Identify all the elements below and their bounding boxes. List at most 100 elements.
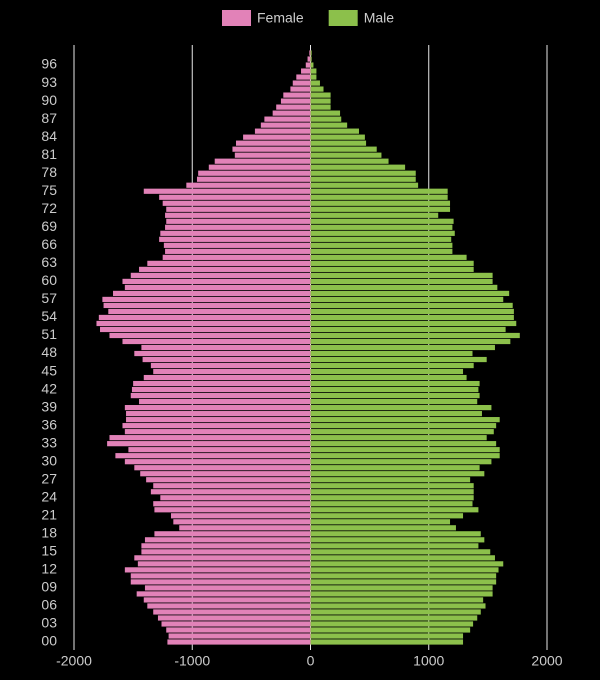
y-tick-label: 57 bbox=[41, 290, 57, 306]
bar bbox=[310, 471, 485, 477]
bar bbox=[198, 170, 311, 176]
bar bbox=[310, 423, 497, 429]
bar bbox=[163, 242, 311, 248]
bar bbox=[310, 314, 514, 321]
bar bbox=[310, 417, 500, 423]
bar bbox=[153, 368, 311, 375]
y-tick-label: 45 bbox=[41, 362, 57, 378]
bar bbox=[126, 411, 311, 417]
bar bbox=[310, 579, 497, 585]
bar bbox=[310, 230, 455, 236]
bar bbox=[310, 164, 406, 170]
bar bbox=[150, 489, 311, 495]
bar bbox=[310, 615, 478, 621]
bar bbox=[166, 627, 311, 633]
bar bbox=[310, 140, 367, 146]
y-tick-label: 60 bbox=[41, 272, 57, 288]
bar bbox=[310, 350, 473, 357]
bar bbox=[310, 453, 500, 459]
bar bbox=[310, 212, 439, 218]
bar bbox=[310, 206, 451, 212]
bar bbox=[310, 477, 471, 483]
bar bbox=[170, 513, 311, 519]
bar bbox=[310, 501, 473, 507]
bar bbox=[141, 543, 311, 549]
bar bbox=[173, 519, 311, 525]
bar bbox=[147, 603, 311, 609]
bar bbox=[142, 356, 311, 363]
y-tick-label: 84 bbox=[41, 128, 57, 144]
bar bbox=[186, 182, 311, 188]
bar bbox=[310, 537, 485, 543]
bar bbox=[310, 128, 359, 134]
bar bbox=[310, 326, 506, 333]
bar bbox=[115, 453, 311, 459]
bar bbox=[144, 585, 311, 591]
x-tick-label: 0 bbox=[307, 653, 315, 669]
bar bbox=[107, 441, 311, 447]
bar bbox=[310, 374, 467, 381]
bar bbox=[310, 260, 474, 266]
bar bbox=[310, 80, 320, 86]
bar bbox=[130, 573, 311, 579]
bar bbox=[102, 296, 311, 303]
bar bbox=[166, 206, 311, 212]
bar bbox=[310, 392, 480, 399]
bar bbox=[161, 621, 311, 627]
bar bbox=[196, 176, 311, 182]
bar bbox=[150, 362, 311, 369]
bar bbox=[310, 272, 493, 278]
bar bbox=[310, 134, 365, 140]
bar bbox=[143, 188, 311, 194]
bar bbox=[165, 224, 311, 230]
bar bbox=[134, 555, 311, 561]
bar bbox=[283, 92, 311, 98]
bar bbox=[292, 80, 311, 86]
bar bbox=[208, 164, 311, 170]
bar bbox=[124, 405, 311, 411]
bar bbox=[310, 380, 480, 387]
bar bbox=[310, 242, 453, 248]
bar bbox=[260, 122, 311, 128]
bar bbox=[310, 278, 493, 284]
x-tick-label: -2000 bbox=[56, 653, 92, 669]
y-tick-label: 09 bbox=[41, 579, 57, 595]
bar bbox=[109, 435, 311, 441]
bar bbox=[133, 380, 311, 387]
bar bbox=[310, 465, 480, 471]
bar bbox=[310, 236, 452, 242]
bar bbox=[143, 374, 311, 381]
x-tick-label: -1000 bbox=[174, 653, 210, 669]
bar bbox=[276, 104, 311, 110]
bar bbox=[310, 435, 487, 441]
y-tick-label: 00 bbox=[41, 633, 57, 649]
bar bbox=[113, 290, 311, 297]
bar bbox=[134, 350, 311, 357]
y-tick-label: 69 bbox=[41, 218, 57, 234]
bar bbox=[310, 320, 517, 327]
bar bbox=[146, 477, 311, 483]
bar bbox=[157, 615, 311, 621]
bar bbox=[310, 531, 481, 537]
bar bbox=[280, 98, 311, 104]
bar bbox=[136, 591, 311, 597]
y-tick-label: 39 bbox=[41, 398, 57, 414]
bar bbox=[166, 218, 311, 224]
y-tick-label: 87 bbox=[41, 110, 57, 126]
bar bbox=[310, 188, 448, 194]
bar bbox=[159, 194, 311, 200]
bar bbox=[310, 609, 481, 615]
bar bbox=[310, 332, 520, 339]
bar bbox=[310, 176, 416, 182]
bar bbox=[98, 314, 311, 321]
bar bbox=[162, 254, 311, 260]
bar bbox=[310, 519, 451, 525]
bar bbox=[310, 597, 484, 603]
bar bbox=[131, 386, 311, 393]
bar bbox=[137, 561, 311, 567]
bar bbox=[160, 495, 311, 501]
y-tick-label: 30 bbox=[41, 452, 57, 468]
bar bbox=[103, 302, 311, 309]
bar bbox=[310, 254, 467, 260]
